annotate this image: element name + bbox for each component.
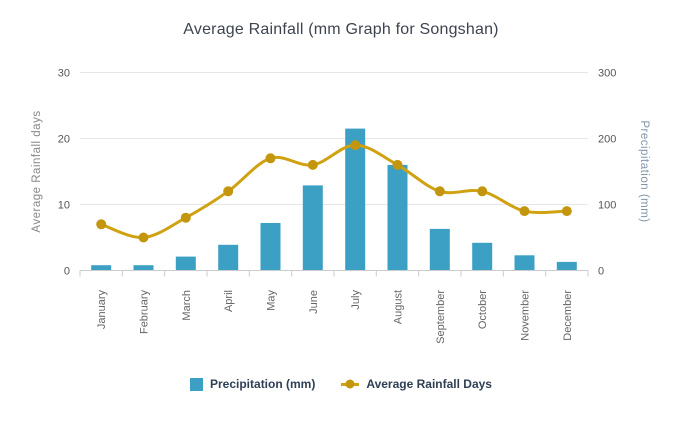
y-axis-label-left-20: 20 <box>58 134 70 146</box>
x-axis-label-october: October <box>477 290 489 329</box>
y-axis-label-left-10: 10 <box>58 200 70 212</box>
y-axis-label-right-0: 0 <box>598 266 604 278</box>
x-axis-label-april: April <box>223 290 235 312</box>
right-axis-title: Precipitation (mm) <box>638 120 650 222</box>
rainfall-days-line <box>99 143 569 240</box>
rainfall-days-point-february[interactable] <box>138 232 149 243</box>
precipitation-bar-september[interactable] <box>429 228 450 271</box>
rainfall-days-point-march[interactable] <box>180 212 191 223</box>
rainfall-days-marker-icon <box>341 379 360 389</box>
rainfall-days-point-december[interactable] <box>561 206 572 217</box>
rainfall-days-point-august[interactable] <box>392 159 403 170</box>
rainfall-days-point-september[interactable] <box>434 186 445 197</box>
x-axis-label-february: February <box>139 290 151 335</box>
legend-label-precipitation: Precipitation (mm) <box>210 377 316 391</box>
legend: Precipitation (mm) Average Rainfall Days <box>0 377 682 391</box>
x-axis-label-september: September <box>435 290 447 344</box>
y-axis-label-right-200: 200 <box>598 134 616 146</box>
rainfall-days-point-july[interactable] <box>350 140 361 151</box>
precipitation-bar-june[interactable] <box>302 185 323 271</box>
precipitation-bar-july[interactable] <box>345 128 366 271</box>
precipitation-bar-october[interactable] <box>472 242 493 271</box>
rainfall-days-point-november[interactable] <box>519 206 530 217</box>
precipitation-bar-november[interactable] <box>514 255 535 271</box>
rainfall-days-point-april[interactable] <box>223 186 234 197</box>
rainfall-days-point-october[interactable] <box>477 186 488 197</box>
precipitation-bar-april[interactable] <box>218 244 239 271</box>
rainfall-days-point-january[interactable] <box>96 219 107 230</box>
y-axis-label-right-300: 300 <box>598 68 616 80</box>
rainfall-days-point-may[interactable] <box>265 153 276 164</box>
chart-title: Average Rainfall (mm Graph for Songshan) <box>183 21 499 38</box>
precipitation-bar-march[interactable] <box>175 256 196 271</box>
y-axis-label-right-100: 100 <box>598 200 616 212</box>
precipitation-bar-august[interactable] <box>387 164 408 271</box>
rainfall-days-point-june[interactable] <box>307 159 318 170</box>
precipitation-bar-january[interactable] <box>91 265 112 271</box>
precipitation-bar-may[interactable] <box>260 223 281 271</box>
x-axis-label-july: July <box>350 290 362 310</box>
y-axis-label-left-0: 0 <box>64 266 70 278</box>
y-axis-label-left-30: 30 <box>58 68 70 80</box>
x-axis-label-may: May <box>266 290 278 311</box>
precipitation-swatch-icon <box>190 377 203 391</box>
precipitation-bar-february[interactable] <box>133 265 154 271</box>
x-axis-label-december: December <box>562 290 574 341</box>
x-axis-label-august: August <box>393 290 405 324</box>
legend-item-precipitation[interactable]: Precipitation (mm) <box>190 377 315 391</box>
x-axis-label-march: March <box>181 290 193 321</box>
legend-label-rainfall-days: Average Rainfall Days <box>366 377 492 391</box>
x-axis-label-june: June <box>308 290 320 314</box>
left-axis-title: Average Rainfall days <box>31 110 43 232</box>
precipitation-bar-december[interactable] <box>556 261 577 271</box>
x-axis-label-january: January <box>96 290 108 330</box>
legend-item-rainfall-days[interactable]: Average Rainfall Days <box>341 377 492 391</box>
x-axis-label-november: November <box>520 290 532 341</box>
